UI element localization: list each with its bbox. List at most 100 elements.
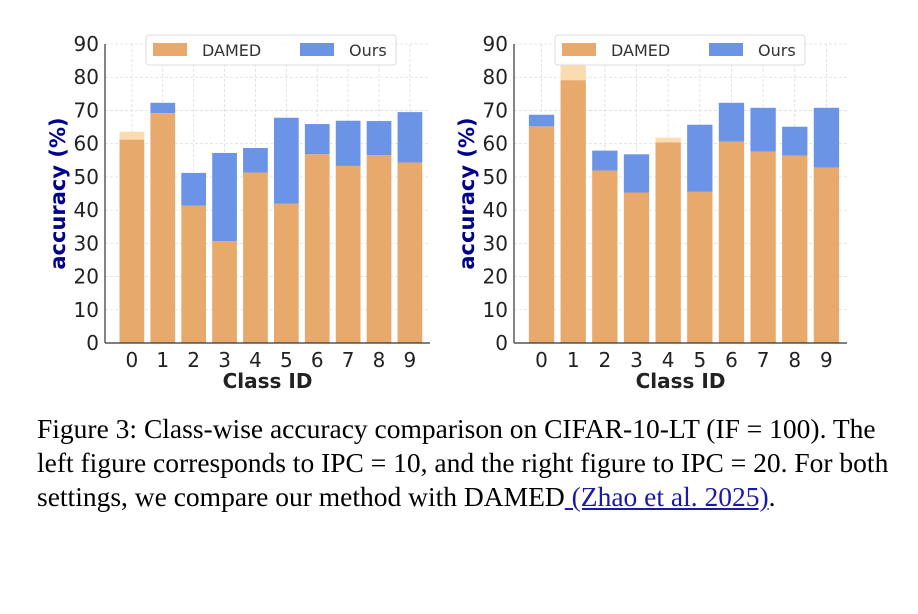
y-tick-label: 40 [74, 198, 99, 222]
x-tick-label: 6 [311, 348, 324, 372]
y-tick-label: 30 [74, 231, 99, 255]
bar-ours [687, 124, 713, 192]
bar-damed [655, 142, 681, 343]
bar-damed [718, 141, 745, 343]
bar-damed [687, 191, 713, 343]
caption-end: . [768, 481, 776, 512]
x-tick-label: 9 [820, 348, 833, 372]
x-axis-label: Class ID [223, 369, 313, 393]
citation-link[interactable]: (Zhao et al. 2025) [564, 481, 769, 512]
y-tick-label: 70 [74, 98, 99, 122]
bar-ours [181, 172, 207, 206]
y-tick-label: 0 [495, 331, 508, 355]
y-tick-label: 10 [74, 298, 99, 322]
bar-ours [273, 117, 299, 204]
bar-damed-excess [560, 62, 586, 81]
bar-damed [304, 154, 330, 343]
bar-damed [273, 203, 299, 343]
bar-ours [528, 114, 555, 127]
bar-damed [560, 80, 586, 343]
x-tick-label: 0 [126, 348, 139, 372]
y-tick-label: 50 [483, 165, 508, 189]
y-tick-label: 90 [483, 32, 508, 56]
x-tick-label: 2 [187, 348, 200, 372]
caption-text: Figure 3: Class-wise accuracy comparison… [37, 413, 889, 512]
x-tick-label: 1 [567, 348, 580, 372]
bar-damed-excess [655, 137, 681, 143]
bar-damed [243, 172, 268, 343]
x-tick-label: 3 [218, 348, 231, 372]
x-tick-label: 5 [693, 348, 706, 372]
y-tick-label: 60 [483, 132, 508, 156]
bar-ours [304, 124, 330, 155]
bar-damed [366, 155, 392, 343]
bar-ours [718, 102, 745, 142]
bar-ours [335, 120, 361, 166]
figure-caption: Figure 3: Class-wise accuracy comparison… [37, 412, 897, 514]
bar-ours [150, 102, 176, 114]
legend-label-ours: Ours [349, 41, 387, 60]
x-axis-label: Class ID [636, 369, 726, 393]
y-tick-label: 10 [483, 298, 508, 322]
bar-damed [813, 167, 840, 343]
bar-damed [397, 162, 423, 343]
x-tick-label: 7 [757, 348, 770, 372]
legend-label-damed: DAMED [202, 41, 261, 60]
bar-ours [212, 152, 237, 242]
y-axis-label: accuracy (%) [46, 117, 70, 269]
bar-damed [119, 139, 145, 343]
x-tick-label: 8 [788, 348, 801, 372]
legend-swatch-ours [300, 43, 334, 56]
y-tick-label: 60 [74, 132, 99, 156]
bar-damed [181, 205, 207, 343]
y-tick-label: 30 [483, 231, 508, 255]
bar-damed [592, 170, 618, 343]
x-tick-label: 0 [535, 348, 548, 372]
bar-damed [528, 126, 555, 343]
y-axis-label: accuracy (%) [455, 117, 479, 269]
y-tick-label: 20 [74, 265, 99, 289]
y-tick-label: 50 [74, 165, 99, 189]
x-tick-label: 7 [342, 348, 355, 372]
bar-damed [212, 241, 237, 343]
y-tick-label: 90 [74, 32, 99, 56]
bar-ours [592, 150, 618, 171]
bar-damed [750, 151, 776, 343]
bar-ours [750, 107, 776, 152]
x-tick-label: 6 [725, 348, 738, 372]
bar-damed-excess [119, 131, 145, 140]
x-tick-label: 3 [630, 348, 643, 372]
y-tick-label: 80 [483, 65, 508, 89]
x-tick-label: 5 [280, 348, 293, 372]
y-tick-label: 0 [86, 331, 99, 355]
legend: DAMED Ours [145, 34, 397, 66]
bar-ours [813, 107, 840, 168]
y-tick-label: 70 [483, 98, 508, 122]
legend-swatch-ours [709, 43, 743, 56]
legend-box [145, 34, 397, 66]
bar-ours [397, 112, 423, 163]
legend-swatch-damed [562, 43, 596, 56]
x-tick-label: 9 [404, 348, 417, 372]
legend-label-damed: DAMED [611, 41, 670, 60]
bar-damed [782, 155, 808, 343]
x-tick-label: 2 [598, 348, 611, 372]
legend-swatch-damed [153, 43, 187, 56]
bar-damed [150, 113, 176, 343]
bar-ours [623, 154, 650, 193]
bar-damed [623, 192, 650, 343]
x-tick-label: 8 [373, 348, 386, 372]
legend-label-ours: Ours [758, 41, 796, 60]
bar-ours [366, 121, 392, 156]
y-tick-label: 20 [483, 265, 508, 289]
x-tick-label: 4 [662, 348, 675, 372]
y-tick-label: 80 [74, 65, 99, 89]
y-tick-label: 40 [483, 198, 508, 222]
x-tick-label: 4 [249, 348, 262, 372]
bar-ours [782, 126, 808, 156]
legend: DAMED Ours [554, 34, 806, 66]
bar-damed [335, 165, 361, 343]
